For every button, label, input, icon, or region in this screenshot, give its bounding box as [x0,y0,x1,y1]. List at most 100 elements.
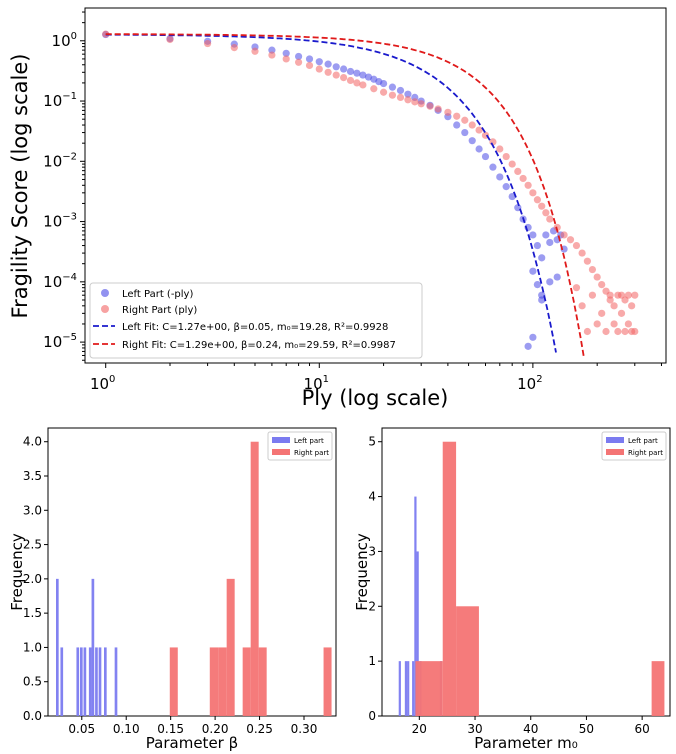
scatter-point [230,44,238,52]
main-y-tick-label-4: 10−4 [43,272,77,291]
scatter-point [583,257,592,265]
right-part-bar [226,578,235,716]
scatter-point [496,145,504,153]
m0-legend-swatch-left [606,437,624,443]
main-x-tick-label-1: 101 [304,374,329,393]
scatter-point [305,61,314,70]
legend-marker-right-part [101,305,109,313]
legend-label-right-fit: Right Fit: C=1.29e+00, β=0.24, m₀=29.59,… [122,340,396,351]
main-y-tick-label-1: 10−1 [43,91,77,110]
scatter-point [346,76,355,85]
y-tick-label-5: 5 [368,435,376,449]
scatter-point [533,280,542,289]
left-part-bar [56,578,59,716]
beta-x-ticks: 0.05 0.10 0.15 0.20 0.25 0.30 [68,716,317,736]
scatter-point [461,128,469,137]
scatter-point [353,79,361,87]
y-tick-label-1: 1 [368,654,376,668]
scatter-point [593,273,601,281]
x-tick-label-0: 0.05 [68,722,95,736]
scatter-point [588,291,597,299]
x-tick-label-2: 0.15 [157,722,184,736]
beta-plot-frame [47,427,337,717]
scatter-point [628,302,636,310]
left-part-bar [398,661,401,716]
left-part-bar [76,647,80,716]
main-plot: 100 101 102 100 10−1 10−2 10−3 10−4 10−5 Ply (l… [8,7,667,410]
scatter-point [566,236,575,244]
scatter-point [519,174,527,183]
main-x-ticks: 100 101 102 [90,363,662,393]
scatter-point [538,254,546,262]
scatter-point [572,284,581,292]
m0-x-axis-label: Parameter m₀ [474,734,577,752]
scatter-point [538,296,546,304]
scatter-point [268,51,276,59]
x-tick-label-4: 0.25 [246,722,273,736]
scatter-point [578,249,586,257]
scatter-point [508,192,516,201]
scatter-point [404,90,412,98]
left-part-bar [95,647,98,716]
scatter-point [529,267,537,275]
x-tick-label-5: 0.30 [291,722,318,736]
legend-label-right-part: Right Part (ply) [122,305,197,316]
left-part-bar [407,661,410,716]
main-x-tick-label-2: 102 [517,374,542,393]
scatter-point [560,231,568,239]
right-part-bar [323,647,332,716]
scatter-point [524,181,532,189]
scatter-point [542,209,550,217]
main-y-tick-label-5: 10−5 [43,332,77,351]
beta-y-ticks: 0.0 0.5 1.0 1.5 2.0 2.5 3.0 3.5 4.0 [23,435,48,723]
scatter-point [404,96,412,104]
main-y-tick-label-0: 100 [52,31,77,50]
left-part-bar [404,661,408,716]
left-part-bar [104,647,107,716]
scatter-point [529,189,537,197]
main-y-tick-label-2: 10−2 [43,151,77,170]
scatter-point [542,231,550,239]
scatter-point [489,163,497,171]
scatter-point [332,63,340,71]
m0-histogram: 20 30 40 50 60 0 1 2 3 4 5 Parameter m₀ Frequency… [353,427,671,752]
y-tick-label-8: 4.0 [23,435,42,449]
scatter-point [379,88,388,96]
y-tick-label-0: 0 [368,709,376,723]
m0-legend: Left part Right part [601,431,667,461]
scatter-point [529,231,537,239]
main-y-tick-label-3: 10−3 [43,212,77,231]
scatter-point [614,327,622,336]
right-fit-curve [105,33,585,358]
right-part-bar [651,661,665,716]
scatter-point [610,302,618,310]
scatter-point [166,35,174,44]
scatter-point [598,280,606,289]
m0-plot-frame [381,427,671,717]
scatter-point [588,265,597,274]
left-part-bar [88,647,92,716]
main-x-axis-label: Ply (log scale) [302,386,449,410]
x-tick-label-3: 0.20 [202,722,229,736]
left-part-bar [416,551,419,716]
y-tick-label-2: 2 [368,599,376,613]
scatter-point [315,65,323,73]
right-part-bar [250,441,259,716]
x-tick-label-0: 20 [412,722,427,736]
main-legend-box [89,282,423,359]
scatter-point [481,152,490,161]
scatter-point [294,52,303,61]
scatter-point [624,320,632,328]
scatter-point [453,112,461,120]
left-part-bar [414,496,417,716]
scatter-point [396,86,405,95]
scatter-point [204,39,212,48]
y-tick-label-3: 1.5 [23,606,42,620]
right-part-bar [415,661,443,716]
main-y-ticks: 100 10−1 10−2 10−3 10−4 10−5 [43,11,85,361]
y-tick-label-4: 2.0 [23,572,42,586]
y-tick-label-0: 0.0 [23,709,42,723]
y-tick-label-4: 4 [368,490,376,504]
scatter-point [468,137,476,145]
scatter-point [538,202,546,210]
